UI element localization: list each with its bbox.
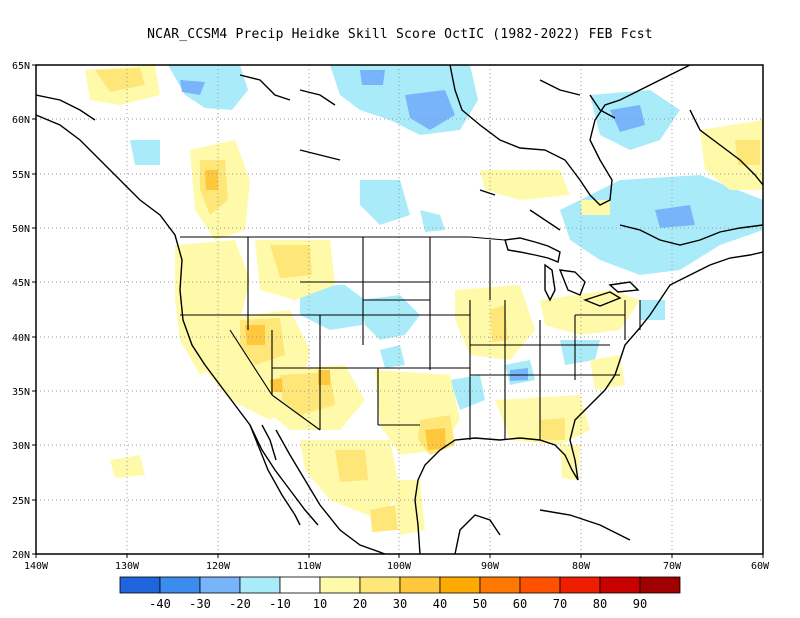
colorbar-label: -10	[269, 597, 291, 611]
colorbar-label: 80	[593, 597, 607, 611]
colorbar-swatch	[639, 576, 681, 594]
lat-tick-label: 25N	[12, 496, 30, 507]
lon-tick-label: 60W	[751, 561, 770, 572]
colorbar-swatch	[399, 576, 441, 594]
colorbar-label: 20	[353, 597, 367, 611]
colorbar-swatch	[119, 576, 161, 594]
lon-tick-label: 90W	[481, 561, 500, 572]
state-borders	[180, 236, 641, 440]
colorbar-swatch	[239, 576, 281, 594]
lat-tick-label: 65N	[12, 61, 30, 72]
lat-tick-label: 55N	[12, 170, 30, 181]
negative-skill-areas	[130, 65, 763, 410]
tick-marks	[32, 64, 764, 558]
colorbar-swatch	[359, 576, 401, 594]
lat-tick-label: 30N	[12, 441, 30, 452]
lat-tick-label: 45N	[12, 278, 30, 289]
colorbar-label: -40	[149, 597, 171, 611]
lon-tick-label: 100W	[387, 561, 412, 572]
lon-tick-label: 130W	[115, 561, 140, 572]
lat-axis: 65N 60N 55N 50N 45N 40N 35N 30N 25N 20N	[12, 61, 30, 561]
colorbar-swatch	[559, 576, 601, 594]
colorbar-label: 30	[393, 597, 407, 611]
colorbar-swatch	[519, 576, 561, 594]
lon-tick-label: 70W	[663, 561, 682, 572]
colorbar-label: 90	[633, 597, 647, 611]
lat-tick-label: 40N	[12, 333, 30, 344]
lon-tick-label: 110W	[297, 561, 322, 572]
colorbar-label: 70	[553, 597, 567, 611]
colorbar-swatch	[599, 576, 641, 594]
lon-axis: 140W 130W 120W 110W 100W 90W 80W 70W 60W	[24, 561, 770, 572]
colorbar-swatch	[279, 576, 321, 594]
graticule	[36, 65, 763, 554]
lon-tick-label: 140W	[24, 561, 49, 572]
colorbar-swatch	[199, 576, 241, 594]
lat-tick-label: 20N	[12, 550, 30, 561]
colorbar-label: 60	[513, 597, 527, 611]
skill-shading	[85, 65, 763, 535]
lon-tick-label: 80W	[572, 561, 591, 572]
lat-tick-label: 50N	[12, 224, 30, 235]
colorbar: -40 -30 -20 -10 10 20 30 40 50 60 70 80 90	[119, 576, 681, 611]
colorbar-label: -30	[189, 597, 211, 611]
lon-tick-label: 120W	[206, 561, 231, 572]
colorbar-label: 10	[313, 597, 327, 611]
colorbar-label: 50	[473, 597, 487, 611]
coastlines	[36, 65, 763, 554]
lat-tick-label: 60N	[12, 115, 30, 126]
colorbar-swatch	[159, 576, 201, 594]
strong-negative-areas	[180, 70, 695, 381]
colorbar-label: -20	[229, 597, 251, 611]
colorbar-label: 40	[433, 597, 447, 611]
lat-tick-label: 35N	[12, 387, 30, 398]
chart-title: NCAR_CCSM4 Precip Heidke Skill Score Oct…	[147, 27, 653, 42]
colorbar-swatch	[439, 576, 481, 594]
colorbar-swatch	[479, 576, 521, 594]
colorbar-swatch	[319, 576, 361, 594]
